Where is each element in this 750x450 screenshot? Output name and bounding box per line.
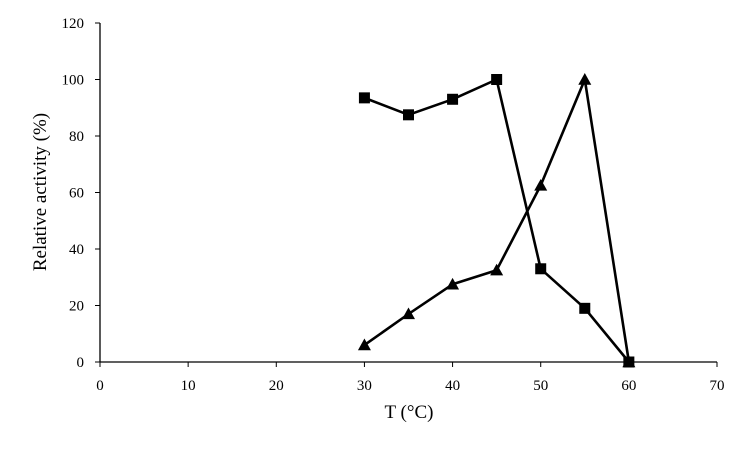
y-tick-label: 40 xyxy=(69,242,84,258)
x-tick-label: 20 xyxy=(269,378,284,394)
plot-area: 0 20 40 60 80 100 120 0 10 20 30 40 50 60 70 xyxy=(62,16,725,394)
x-tick-label: 70 xyxy=(710,378,725,394)
triangle-point xyxy=(490,263,504,276)
y-tick-label: 80 xyxy=(69,129,84,145)
x-tick-label: 40 xyxy=(445,378,460,394)
y-tick-label: 120 xyxy=(62,16,85,32)
triangle-point xyxy=(402,307,415,320)
square-point xyxy=(403,109,414,121)
square-point xyxy=(579,302,591,314)
triangle-point xyxy=(622,355,636,368)
square-point xyxy=(358,92,370,104)
x-tick-label: 10 xyxy=(181,378,196,394)
triangle-point xyxy=(357,338,371,351)
square-point xyxy=(447,93,459,105)
triangle-point xyxy=(578,73,592,85)
square-point xyxy=(535,263,547,275)
y-tick-label: 0 xyxy=(77,355,85,371)
triangle-point xyxy=(446,277,460,290)
y-tick-label: 100 xyxy=(62,73,85,89)
square-point xyxy=(491,74,503,85)
x-tick-label: 60 xyxy=(621,378,636,394)
series-triangle-line xyxy=(363,78,631,363)
x-tick-label: 30 xyxy=(357,378,372,394)
x-tick-label: 50 xyxy=(533,378,548,394)
y-axis-title: Relative activity (%) xyxy=(30,113,51,271)
x-tick-label: 0 xyxy=(96,378,104,394)
triangle-point xyxy=(534,178,548,191)
series-square-line xyxy=(363,78,630,363)
y-tick-label: 60 xyxy=(69,186,84,202)
y-tick-label: 20 xyxy=(69,299,84,315)
x-axis-title: T (°C) xyxy=(385,402,434,423)
